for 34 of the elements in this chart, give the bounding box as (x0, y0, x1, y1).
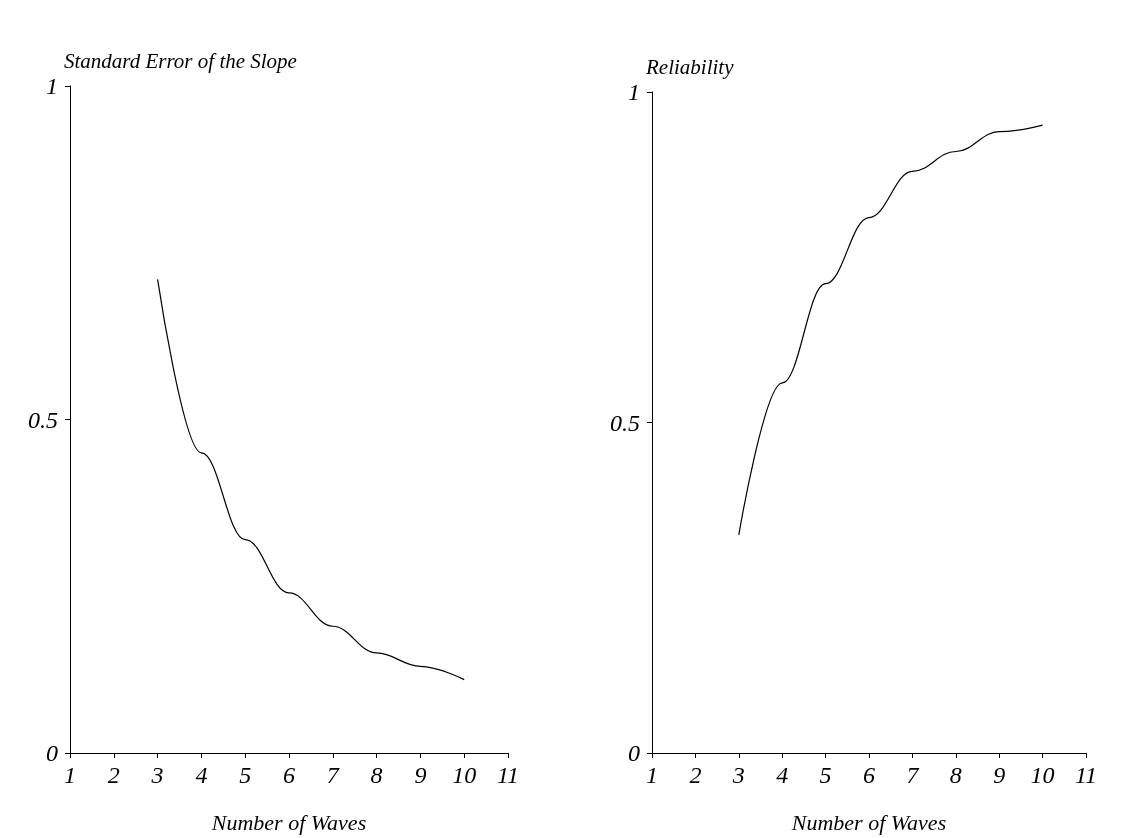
y-tick-label: 0 (46, 740, 58, 766)
x-axis-title: Number of Waves (210, 809, 367, 835)
y-tick-label: 0 (628, 740, 640, 766)
y-axis-title: Reliability (645, 55, 735, 79)
x-tick-label: 1 (646, 762, 658, 788)
x-tick-label: 8 (949, 762, 962, 788)
x-tick-label: 10 (1030, 762, 1055, 788)
x-tick-label: 2 (107, 762, 120, 788)
x-tick-label: 1 (64, 762, 76, 788)
y-tick-label: 1 (628, 79, 640, 105)
x-tick-label: 11 (1074, 762, 1098, 788)
x-tick-label: 9 (993, 762, 1006, 788)
x-tick-label: 5 (819, 762, 832, 788)
x-tick-label: 6 (283, 762, 295, 788)
x-tick-label: 7 (906, 762, 920, 788)
line-series (157, 278, 465, 681)
x-tick-label: 7 (326, 762, 340, 788)
x-tick-label: 10 (452, 762, 477, 788)
x-axis-title: Number of Waves (790, 809, 947, 835)
line-series (738, 124, 1044, 536)
x-tick-label: 4 (195, 762, 208, 788)
x-tick-label: 3 (150, 762, 164, 788)
x-tick-label: 2 (689, 762, 702, 788)
x-tick-label: 3 (731, 762, 745, 788)
y-axis-title: Standard Error of the Slope (64, 49, 297, 73)
x-tick-label: 5 (239, 762, 252, 788)
y-tick-label: 1 (46, 73, 58, 99)
x-tick-label: 11 (496, 762, 520, 788)
x-tick-label: 6 (863, 762, 875, 788)
x-tick-label: 9 (414, 762, 427, 788)
y-tick-label: 0.5 (610, 409, 640, 436)
x-tick-label: 8 (370, 762, 383, 788)
x-tick-label: 4 (776, 762, 789, 788)
y-tick-label: 0.5 (28, 406, 58, 433)
